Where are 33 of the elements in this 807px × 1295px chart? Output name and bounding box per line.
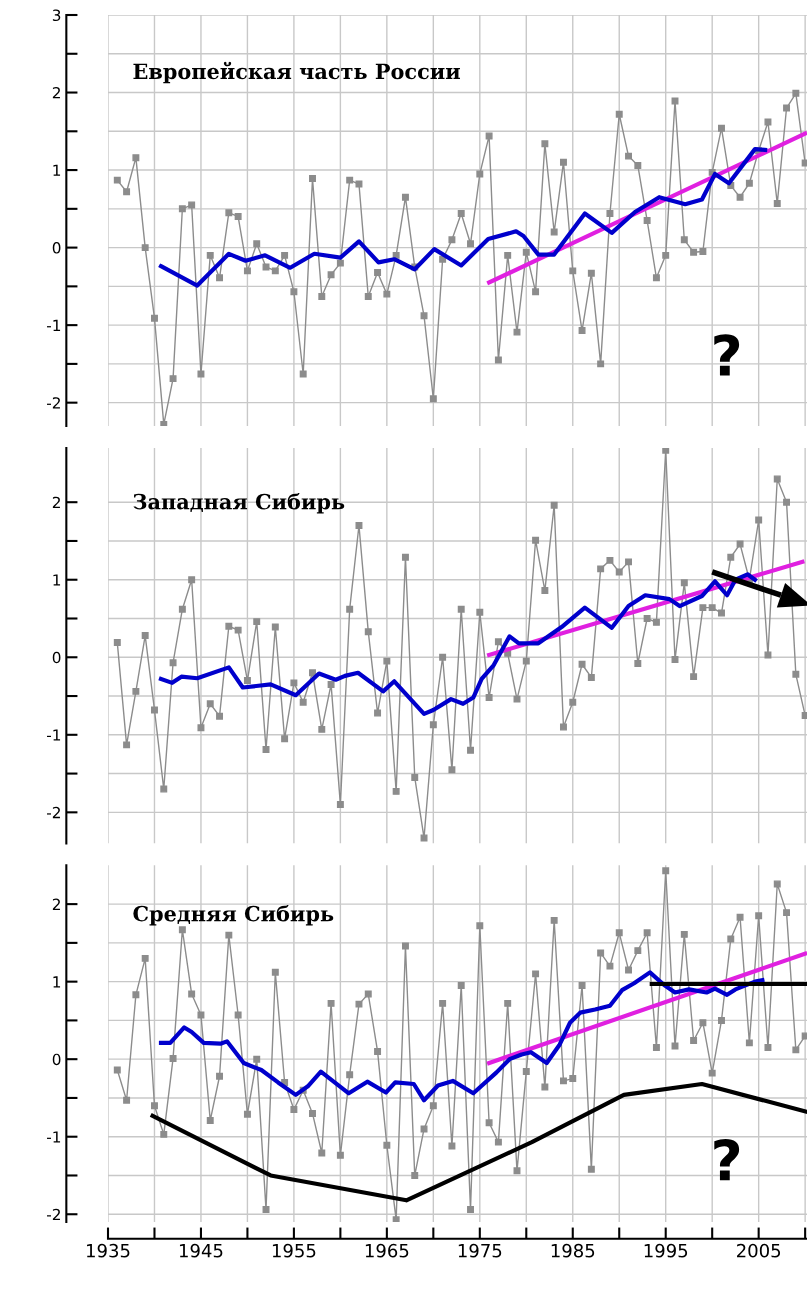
y-tick-label: -1 <box>46 319 61 331</box>
y-tick-label: 2 <box>52 898 60 910</box>
y-tick-label: 1 <box>53 574 61 586</box>
y-tick-label: 0 <box>52 1053 61 1066</box>
y-tick-label: -2 <box>46 806 60 819</box>
line-series <box>158 147 768 288</box>
y-tick-label: -1 <box>46 729 61 741</box>
y-tick-label: -1 <box>46 1131 61 1143</box>
line-series <box>150 1081 807 1203</box>
annotation: ? <box>714 334 740 376</box>
text: Западная Сибирь <box>133 493 345 514</box>
y-tick-label: 0 <box>52 242 61 254</box>
y-tick-label: 2 <box>52 496 60 508</box>
y-tick-label: 0 <box>52 651 61 664</box>
text: Европейская часть России <box>133 61 460 84</box>
x-tick-label: 1945 <box>179 1243 223 1258</box>
x-tick-label: 1975 <box>458 1243 502 1258</box>
line-series <box>158 572 758 716</box>
x-tick-label: 1965 <box>365 1243 409 1258</box>
y-tick-label: 1 <box>53 164 61 176</box>
text: Средняя Сибирь <box>133 905 334 926</box>
y-tick-label: -2 <box>46 397 60 409</box>
y-tick-label: 2 <box>52 87 60 99</box>
x-tick-label: 1995 <box>644 1243 688 1258</box>
x-tick-label: 1985 <box>551 1243 595 1258</box>
annotation: ? <box>714 1139 740 1181</box>
line-series <box>158 970 765 1103</box>
y-tick-label: 3 <box>52 9 61 22</box>
x-tick-label: 1935 <box>87 1243 130 1258</box>
x-tick-label: 1955 <box>272 1243 316 1258</box>
y-tick-label: -2 <box>46 1208 60 1221</box>
x-tick-label: 2005 <box>737 1243 781 1258</box>
y-tick-label: 1 <box>53 976 61 988</box>
